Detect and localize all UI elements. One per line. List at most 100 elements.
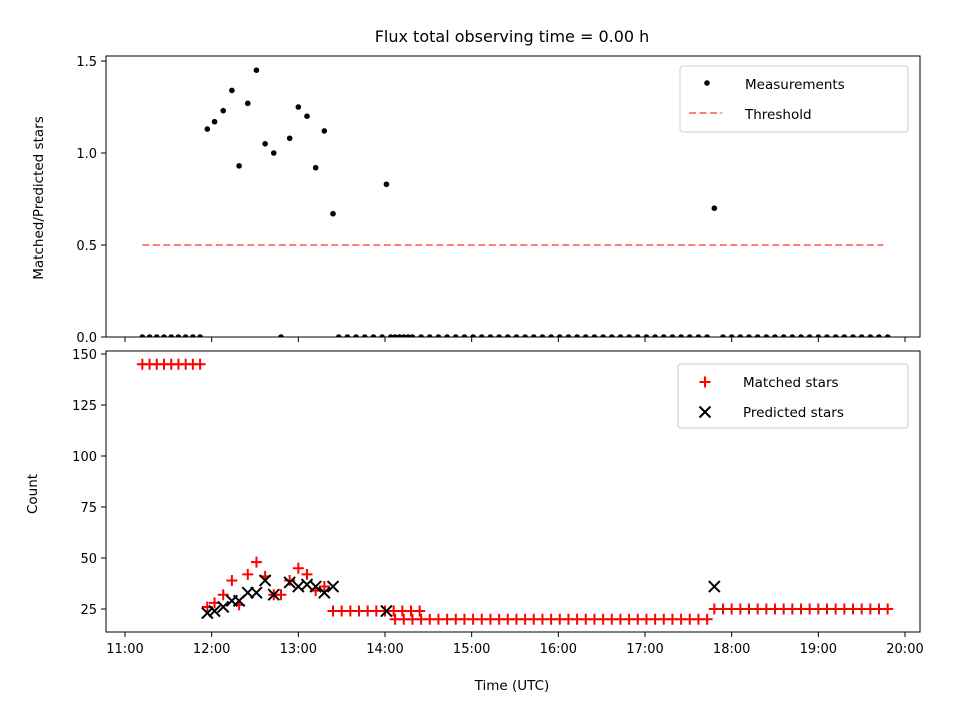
data-point [876, 334, 882, 337]
data-point [309, 580, 322, 593]
data-point [780, 334, 787, 337]
data-point [175, 334, 182, 337]
data-point [832, 334, 839, 337]
data-point [220, 107, 227, 114]
data-point [250, 556, 262, 568]
data-point [278, 334, 284, 337]
data-point [643, 334, 650, 337]
data-point [701, 613, 713, 625]
data-point [258, 574, 272, 587]
data-point [426, 334, 433, 337]
data-point [652, 334, 658, 337]
data-point [737, 334, 744, 337]
data-point [746, 334, 752, 337]
data-point [634, 334, 641, 337]
data-point [330, 210, 336, 217]
data-point [304, 113, 310, 119]
data-point [400, 334, 407, 337]
data-point [161, 334, 167, 337]
data-point [194, 358, 206, 370]
legend-label: Predicted stars [743, 405, 844, 421]
y-tick-label: 1.5 [76, 55, 97, 70]
legend-label: Threshold [744, 107, 812, 123]
y-tick-label: 75 [80, 501, 97, 516]
data-point [275, 589, 287, 601]
series-predicted-stars [201, 574, 721, 620]
y-tick-label: 50 [80, 552, 97, 567]
top-axis-ticks: 0.0 0.5 1.0 1.5 [76, 55, 906, 346]
legend-label: Measurements [745, 77, 845, 93]
data-point [824, 334, 830, 337]
data-point [250, 586, 263, 599]
data-point [686, 334, 693, 337]
data-point [379, 334, 385, 337]
y-tick-label: 125 [72, 399, 97, 414]
data-point [720, 334, 726, 337]
data-point [754, 334, 761, 337]
data-point [704, 334, 710, 337]
x-tick-label: 18:00 [713, 642, 750, 657]
y-tick-label: 0.5 [76, 239, 97, 254]
x-tick-label: 12:00 [193, 642, 230, 657]
x-tick-label: 15:00 [453, 642, 490, 657]
data-point [574, 334, 580, 337]
top-axes-frame [105, 55, 921, 338]
y-tick-label: 100 [72, 450, 97, 465]
data-point [806, 334, 813, 337]
x-tick-label: 20:00 [886, 642, 923, 657]
data-point [201, 606, 214, 620]
data-point [146, 334, 153, 337]
data-point [208, 604, 221, 618]
data-point [504, 334, 511, 337]
data-point [270, 150, 277, 156]
data-point [582, 334, 589, 337]
data-point [168, 334, 175, 337]
legend-predicted-swatch [698, 405, 712, 419]
top-plot-panel: Flux total observing time = 0.00 h Match… [31, 27, 921, 346]
data-point [139, 334, 146, 337]
data-point [487, 334, 494, 337]
data-point [608, 334, 615, 337]
bottom-axis-ticks: 11:00 12:00 13:00 14:00 15:00 16:00 17:00 18:00… [72, 348, 924, 657]
data-point [444, 334, 450, 337]
top-plot-area [139, 67, 891, 337]
data-point [496, 334, 502, 337]
data-point [383, 181, 390, 188]
bottom-plot-area [136, 358, 894, 625]
data-point [387, 334, 394, 337]
legend-box [677, 363, 909, 429]
data-point [798, 334, 804, 337]
data-point [660, 334, 667, 337]
data-point [226, 574, 238, 586]
data-point [763, 334, 770, 337]
data-point [204, 126, 211, 132]
data-point [236, 163, 242, 169]
data-point [229, 87, 235, 94]
data-point [321, 128, 328, 134]
y-tick-label: 150 [72, 348, 97, 363]
data-point [600, 334, 606, 337]
bottom-axes-frame [105, 350, 921, 633]
x-tick-label: 17:00 [626, 642, 663, 657]
data-point [728, 334, 735, 337]
data-point [513, 334, 520, 337]
data-point [414, 605, 426, 617]
data-point [190, 334, 196, 337]
data-point [353, 334, 359, 337]
data-point [153, 334, 160, 337]
data-point [182, 334, 189, 337]
data-point [815, 334, 822, 337]
data-point [841, 334, 848, 337]
data-point [695, 334, 702, 337]
data-point [409, 334, 416, 337]
data-point [301, 568, 313, 580]
data-point [312, 164, 319, 171]
x-tick-label: 16:00 [540, 642, 577, 657]
data-point [626, 334, 632, 337]
data-point [884, 334, 891, 337]
data-point [286, 135, 293, 142]
x-tick-label: 14:00 [366, 642, 403, 657]
data-point [867, 334, 874, 337]
data-point [772, 334, 778, 337]
